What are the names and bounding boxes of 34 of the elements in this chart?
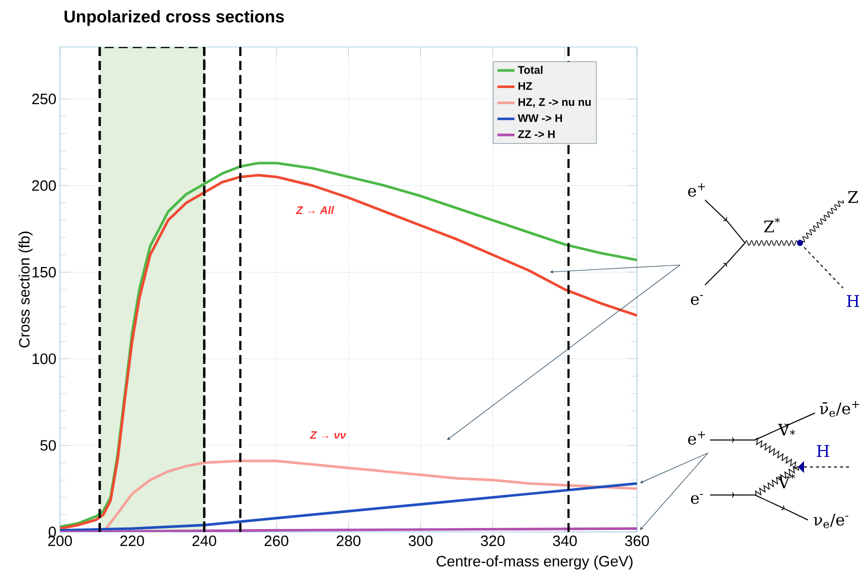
x-tick-label: 240 [192, 536, 216, 546]
x-tick-label: 340 [552, 536, 577, 546]
legend-label: HZ [518, 82, 532, 90]
text: H [816, 445, 830, 457]
x-tick-label: 220 [120, 536, 144, 546]
x-tick-label: 300 [408, 536, 433, 546]
x-tick-label: 320 [480, 536, 505, 546]
legend-label: ZZ -> H [518, 130, 555, 138]
chart-title: Unpolarized cross sections [64, 10, 284, 26]
text: e$^{+}$ [688, 431, 705, 445]
y-tick-label: 250 [32, 94, 56, 104]
text: Z [848, 191, 858, 203]
text: ν$_{e}$/e$^{-}$ [814, 514, 848, 528]
x-tick-label: 360 [625, 536, 649, 546]
text: H [846, 295, 860, 307]
legend-label: WW -> H [518, 114, 562, 122]
annotation: Z → νν [310, 431, 346, 439]
y-axis-title: Cross section (fb) [18, 232, 33, 348]
y-tick-label: 100 [32, 353, 56, 364]
x-tick-label: 280 [336, 536, 360, 546]
text: Z$^{*}$ [764, 218, 780, 232]
text: e$^{-}$ [690, 295, 703, 305]
x-tick-label: 200 [48, 536, 72, 546]
y-tick-label: 50 [40, 440, 56, 451]
annotation: Z → All [296, 206, 334, 214]
legend-label: Total [518, 66, 542, 74]
text: e$^{+}$ [688, 183, 705, 197]
x-axis-title: Centre-of-mass energy (GeV) [436, 556, 633, 570]
text: ν̄$_{e}$/e$^{+}$ [820, 400, 860, 418]
y-tick-label: 200 [32, 180, 56, 191]
x-tick-label: 260 [264, 536, 288, 546]
text: e$^{-}$ [690, 494, 703, 504]
legend-label: HZ, Z -> nu nu [518, 98, 591, 108]
y-tick-label: 150 [32, 266, 56, 278]
